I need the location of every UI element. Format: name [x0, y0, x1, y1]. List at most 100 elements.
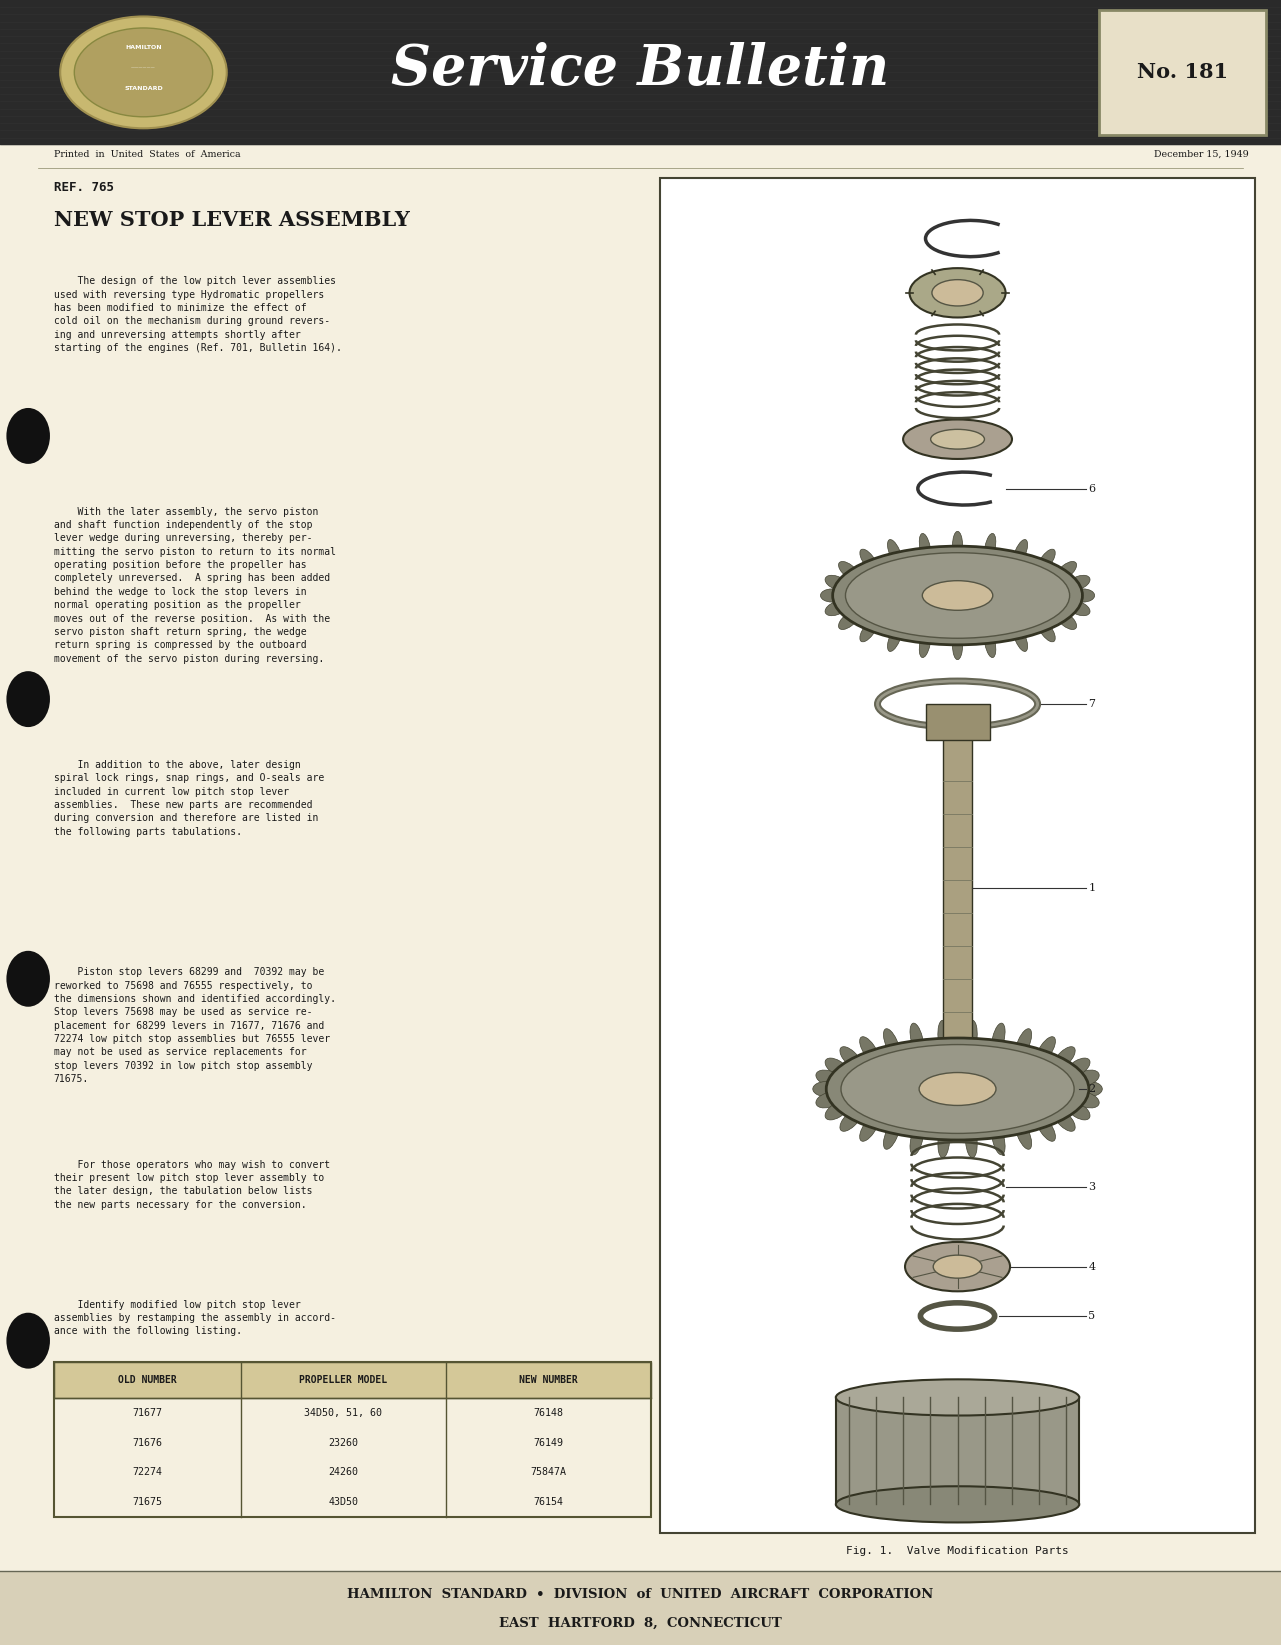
Ellipse shape	[952, 531, 963, 561]
Ellipse shape	[60, 16, 227, 128]
Ellipse shape	[966, 1125, 977, 1158]
Text: Fig. 1.  Valve Modification Parts: Fig. 1. Valve Modification Parts	[847, 1546, 1068, 1556]
Ellipse shape	[920, 1073, 997, 1105]
Ellipse shape	[1036, 1115, 1056, 1142]
Ellipse shape	[1038, 619, 1056, 642]
Bar	[925, 704, 990, 740]
Ellipse shape	[1073, 1069, 1099, 1086]
Bar	[660, 178, 1255, 1533]
Text: NEW STOP LEVER ASSEMBLY: NEW STOP LEVER ASSEMBLY	[54, 211, 410, 230]
Text: 7: 7	[1088, 699, 1095, 709]
Ellipse shape	[860, 619, 877, 642]
Bar	[0, 1571, 1281, 1645]
Ellipse shape	[888, 540, 902, 566]
Text: With the later assembly, the servo piston
and shaft function independently of th: With the later assembly, the servo pisto…	[54, 507, 336, 663]
Text: EAST  HARTFORD  8,  CONNECTICUT: EAST HARTFORD 8, CONNECTICUT	[500, 1617, 781, 1630]
Text: 34D50, 51, 60: 34D50, 51, 60	[305, 1408, 382, 1418]
Text: 3: 3	[1088, 1181, 1095, 1193]
Bar	[0, 0, 1281, 145]
Ellipse shape	[1053, 1046, 1075, 1069]
Ellipse shape	[860, 1115, 879, 1142]
Ellipse shape	[938, 1020, 949, 1053]
Ellipse shape	[922, 581, 993, 610]
Ellipse shape	[1077, 1082, 1102, 1096]
Text: 43D50: 43D50	[328, 1497, 359, 1507]
Ellipse shape	[833, 546, 1082, 645]
Circle shape	[6, 951, 50, 1007]
Ellipse shape	[835, 1379, 1079, 1415]
Bar	[943, 732, 972, 1045]
Ellipse shape	[825, 600, 848, 615]
Ellipse shape	[825, 1058, 849, 1077]
Text: The design of the low pitch lever assemblies
used with reversing type Hydromatic: The design of the low pitch lever assemb…	[54, 276, 342, 354]
Ellipse shape	[984, 628, 995, 658]
Ellipse shape	[991, 1124, 1006, 1155]
Ellipse shape	[840, 1109, 862, 1132]
Ellipse shape	[930, 429, 984, 449]
Ellipse shape	[991, 1023, 1006, 1054]
Ellipse shape	[904, 1242, 1009, 1291]
Ellipse shape	[1073, 1092, 1099, 1109]
Ellipse shape	[1056, 610, 1076, 630]
Ellipse shape	[920, 533, 931, 563]
Bar	[54, 1362, 651, 1398]
Ellipse shape	[1036, 1036, 1056, 1063]
Ellipse shape	[1013, 540, 1027, 566]
Text: 4: 4	[1088, 1262, 1095, 1272]
Circle shape	[6, 671, 50, 727]
Text: 23260: 23260	[328, 1438, 359, 1448]
Text: ——————: ——————	[131, 66, 156, 69]
Text: 76149: 76149	[533, 1438, 564, 1448]
Text: 71675: 71675	[132, 1497, 163, 1507]
Text: REF. 765: REF. 765	[54, 181, 114, 194]
Ellipse shape	[1053, 1109, 1075, 1132]
Ellipse shape	[1067, 600, 1090, 615]
Ellipse shape	[839, 610, 860, 630]
Text: For those operators who may wish to convert
their present low pitch stop lever a: For those operators who may wish to conv…	[54, 1160, 330, 1209]
Ellipse shape	[1066, 1058, 1090, 1077]
Text: 71677: 71677	[132, 1408, 163, 1418]
Ellipse shape	[910, 1023, 924, 1054]
Ellipse shape	[1072, 589, 1095, 602]
Ellipse shape	[840, 1046, 862, 1069]
Ellipse shape	[920, 628, 931, 658]
Ellipse shape	[839, 561, 860, 581]
Text: No. 181: No. 181	[1136, 63, 1228, 82]
Ellipse shape	[74, 28, 213, 117]
Text: Printed  in  United  States  of  America: Printed in United States of America	[54, 150, 241, 160]
Text: NEW NUMBER: NEW NUMBER	[519, 1375, 578, 1385]
Circle shape	[6, 408, 50, 464]
Ellipse shape	[1013, 625, 1027, 651]
Text: December 15, 1949: December 15, 1949	[1154, 150, 1249, 160]
Text: HAMILTON: HAMILTON	[126, 44, 161, 51]
Ellipse shape	[1056, 561, 1076, 581]
Text: HAMILTON  STANDARD  •  DIVISION  of  UNITED  AIRCRAFT  CORPORATION: HAMILTON STANDARD • DIVISION of UNITED A…	[347, 1587, 934, 1601]
Ellipse shape	[1066, 1101, 1090, 1120]
Ellipse shape	[888, 625, 902, 651]
Ellipse shape	[1067, 576, 1090, 591]
Text: Piston stop levers 68299 and  70392 may be
reworked to 75698 and 76555 respectiv: Piston stop levers 68299 and 70392 may b…	[54, 967, 336, 1084]
Ellipse shape	[984, 533, 995, 563]
Text: 76154: 76154	[533, 1497, 564, 1507]
Text: OLD NUMBER: OLD NUMBER	[118, 1375, 177, 1385]
Text: Identify modified low pitch stop lever
assemblies by restamping the assembly in : Identify modified low pitch stop lever a…	[54, 1300, 336, 1336]
Ellipse shape	[933, 1255, 983, 1278]
Ellipse shape	[938, 1125, 949, 1158]
Ellipse shape	[966, 1020, 977, 1053]
Ellipse shape	[933, 280, 984, 306]
Bar	[1099, 10, 1266, 135]
Ellipse shape	[835, 1487, 1079, 1523]
Ellipse shape	[1016, 1120, 1031, 1150]
Ellipse shape	[952, 630, 963, 660]
Text: 71676: 71676	[132, 1438, 163, 1448]
Ellipse shape	[816, 1069, 842, 1086]
Text: Service Bulletin: Service Bulletin	[392, 41, 889, 97]
Text: 6: 6	[1088, 484, 1095, 494]
Ellipse shape	[826, 1038, 1089, 1140]
Bar	[836, 1398, 1079, 1504]
Text: PROPELLER MODEL: PROPELLER MODEL	[300, 1375, 387, 1385]
Ellipse shape	[816, 1092, 842, 1109]
Text: STANDARD: STANDARD	[124, 86, 163, 92]
Ellipse shape	[884, 1028, 899, 1058]
Ellipse shape	[813, 1082, 839, 1096]
